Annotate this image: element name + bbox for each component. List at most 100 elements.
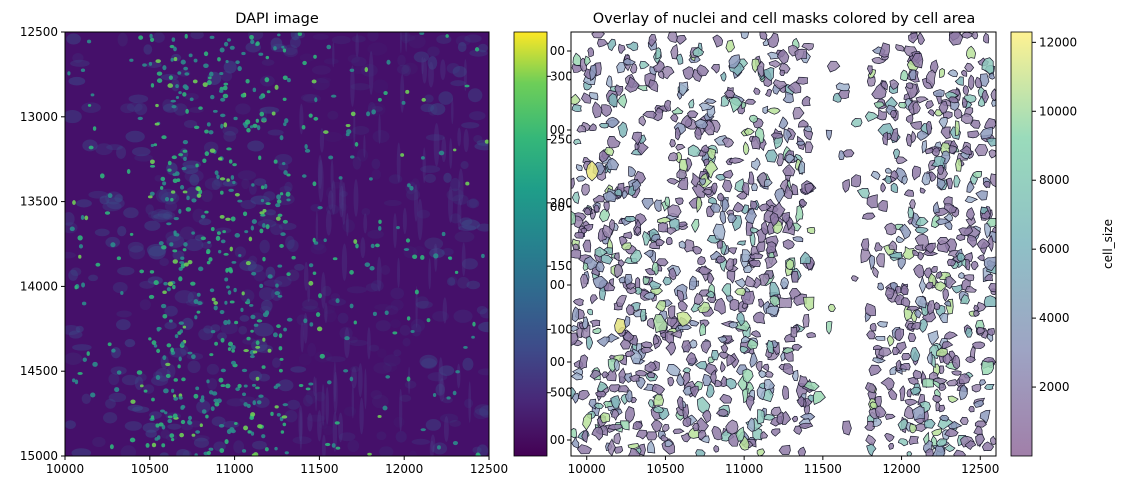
cell-mask (806, 332, 816, 339)
cell-mask (991, 99, 996, 107)
dapi-nucleus (255, 345, 261, 349)
cell-mask (664, 196, 671, 208)
dapi-nucleus (165, 362, 171, 367)
dapi-tissue-texture (399, 324, 411, 336)
cell-mask (640, 347, 654, 354)
cell-mask (702, 409, 712, 424)
cell-mask (750, 135, 761, 150)
cell-mask (895, 44, 905, 52)
dapi-nucleus (137, 116, 143, 121)
cell-mask (728, 157, 745, 164)
dapi-tissue-texture (116, 146, 127, 159)
dapi-nucleus (81, 282, 86, 288)
cell-mask (689, 319, 700, 327)
dapi-nucleus (260, 213, 266, 217)
cell-mask (663, 99, 672, 112)
cell-mask (924, 242, 936, 254)
dapi-nucleus (282, 75, 288, 81)
cell-mask (597, 381, 609, 394)
dapi-nucleus (438, 150, 445, 156)
cell-mask (888, 240, 898, 251)
cell-mask (935, 438, 948, 447)
cell-mask (897, 257, 906, 270)
dapi-tissue-texture (317, 77, 332, 84)
cell-mask (871, 56, 887, 64)
dapi-tissue-texture (367, 32, 379, 42)
dapi-nucleus (327, 380, 332, 385)
cell-mask (959, 145, 972, 155)
dapi-nucleus (274, 291, 281, 296)
dapi-nucleus (77, 235, 83, 241)
dapi-nucleus (191, 433, 196, 437)
dapi-tissue-texture (325, 186, 335, 199)
cell-mask (874, 335, 886, 341)
dapi-nucleus (179, 432, 184, 438)
dapi-nucleus (251, 219, 257, 224)
dapi-tissue-texture (389, 319, 401, 329)
dapi-nucleus (82, 357, 87, 362)
cell-mask (948, 96, 959, 104)
dapi-nucleus (214, 170, 219, 176)
dapi-nucleus (158, 422, 164, 427)
cell-mask (947, 69, 959, 78)
dapi-tissue-texture (139, 299, 151, 311)
dapi-nucleus (237, 199, 243, 203)
cell-mask (931, 214, 940, 229)
dapi-tissue-texture (157, 209, 173, 219)
dapi-tissue-texture (429, 248, 445, 259)
dapi-tissue-texture (278, 162, 289, 171)
dapi-nucleus (286, 77, 291, 83)
dapi-tissue-texture (350, 83, 371, 91)
dapi-nucleus (69, 226, 75, 232)
cell-mask (689, 275, 698, 291)
dapi-tissue-texture (440, 59, 446, 81)
dapi-nucleus (104, 211, 111, 215)
dapi-nucleus (319, 353, 325, 359)
dapi-tissue-texture (65, 420, 76, 430)
dapi-nucleus (220, 337, 225, 343)
dapi-nucleus (349, 270, 354, 275)
dapi-tissue-texture (317, 154, 323, 190)
dapi-nucleus (274, 446, 278, 451)
dapi-nucleus (183, 66, 189, 71)
dapi-tissue-texture (117, 226, 127, 237)
cell-mask (955, 158, 962, 172)
cell-mask (725, 39, 735, 53)
dapi-tissue-texture (305, 390, 317, 405)
cell-mask (692, 245, 703, 255)
dapi-nucleus (129, 232, 134, 236)
dapi-nucleus (209, 35, 215, 39)
dapi-tissue-texture (105, 398, 116, 409)
cell-mask (935, 218, 951, 226)
cell-mask (971, 384, 982, 393)
dapi-tissue-texture (433, 123, 440, 167)
cell-mask (613, 252, 620, 262)
cell-mask (648, 79, 659, 93)
cell-mask (601, 371, 610, 379)
dapi-nucleus (148, 61, 153, 66)
dapi-nucleus (255, 118, 259, 123)
dapi-tissue-texture (454, 231, 475, 243)
dapi-tissue-texture (162, 99, 174, 111)
cell-mask (571, 248, 582, 259)
cell-mask (616, 294, 627, 307)
dapi-tissue-texture (443, 172, 452, 183)
dapi-nucleus (302, 60, 307, 66)
cell-mask (625, 406, 635, 424)
dapi-nucleus (410, 330, 415, 333)
dapi-tissue-texture (466, 280, 481, 290)
dapi-tissue-texture (451, 97, 454, 125)
dapi-nucleus (219, 310, 225, 315)
dapi-nucleus (433, 253, 439, 259)
dapi-nucleus (232, 180, 236, 185)
cell-mask (972, 341, 986, 350)
dapi-nucleus (172, 173, 178, 177)
cell-mask (584, 55, 591, 67)
dapi-tissue-texture (402, 337, 411, 347)
cell-mask (966, 45, 976, 60)
dapi-nucleus (74, 379, 79, 385)
dapi-nucleus (250, 314, 256, 320)
cell-mask (625, 286, 637, 295)
cell-mask (756, 409, 765, 425)
dapi-tissue-texture (279, 186, 292, 193)
